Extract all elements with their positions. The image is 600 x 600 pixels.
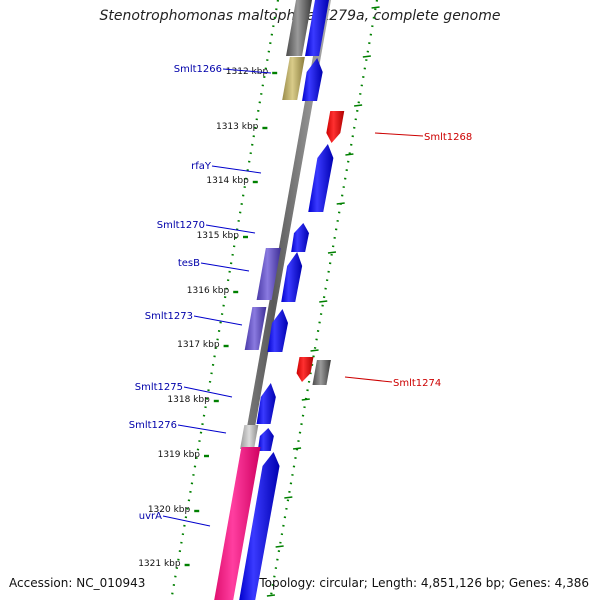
kbp-tick-label: 1313 kbp bbox=[216, 122, 259, 132]
outer-ring-minor-tick bbox=[301, 398, 310, 401]
forward-cds-arrow bbox=[302, 58, 323, 101]
gene-label: uvrA bbox=[139, 511, 162, 522]
kbp-tick-label: 1312 kbp bbox=[226, 67, 269, 77]
forward-cds-arrow bbox=[257, 428, 274, 451]
feature-track bbox=[214, 0, 345, 600]
forward-cds-arrow bbox=[256, 383, 276, 424]
gene-label: Smlt1275 bbox=[135, 382, 183, 393]
grey-feature bbox=[312, 360, 331, 385]
gene-label: Smlt1274 bbox=[393, 378, 441, 389]
outer-ring-minor-tick bbox=[345, 153, 354, 156]
outer-ring-minor-tick bbox=[310, 349, 319, 352]
kbp-tick-label: 1314 kbp bbox=[206, 176, 249, 186]
kbp-tick-label: 1321 kbp bbox=[138, 559, 181, 569]
gene-leader-line bbox=[344, 376, 393, 383]
outer-ring-minor-tick bbox=[336, 202, 345, 205]
kbp-tick-label: 1320 kbp bbox=[148, 505, 191, 515]
gene-leader-line bbox=[222, 68, 272, 74]
gene-label: Smlt1273 bbox=[145, 311, 193, 322]
kbp-tick-label: 1315 kbp bbox=[197, 231, 240, 241]
gene-label: Smlt1266 bbox=[174, 64, 222, 75]
tick-ring-dotted-lines bbox=[170, 0, 380, 600]
slate-feature bbox=[244, 307, 267, 350]
olive-feature bbox=[282, 57, 305, 100]
kbp-tick-label: 1316 kbp bbox=[187, 286, 230, 296]
kbp-tick-label: 1319 kbp bbox=[158, 450, 201, 460]
outer-ring-minor-tick bbox=[275, 545, 284, 548]
reverse-cds-arrow bbox=[326, 111, 345, 143]
outer-ring-minor-tick bbox=[362, 55, 371, 58]
outer-dotted-ring bbox=[269, 0, 379, 600]
gene-leader-line bbox=[162, 515, 211, 527]
outer-ring-minor-tick bbox=[284, 496, 293, 499]
gene-label: rfaY bbox=[191, 161, 212, 172]
outer-ring-minor-tick bbox=[327, 251, 337, 254]
rna-feature bbox=[214, 447, 261, 600]
gene-label: Smlt1270 bbox=[157, 220, 205, 231]
grey-feature bbox=[240, 425, 259, 449]
kbp-tick-label: 1317 kbp bbox=[177, 340, 220, 350]
outer-ring-minor-tick bbox=[354, 104, 363, 107]
gene-labels: Smlt1266 rfaY Smlt1270 tesB Smlt1273 Smlt1275… bbox=[129, 64, 472, 527]
kbp-ticks: 1312 kbp 1313 kbp 1314 kbp 1315 kbp 1316 kbp… bbox=[138, 67, 278, 569]
gene-leader-line bbox=[211, 165, 262, 174]
gene-label: tesB bbox=[178, 258, 200, 269]
kbp-tick-label: 1318 kbp bbox=[167, 395, 210, 405]
outer-ring-minor-tick bbox=[266, 594, 276, 597]
gene-leader-line bbox=[374, 132, 424, 137]
gene-label: Smlt1276 bbox=[129, 420, 177, 431]
forward-cds-arrow bbox=[291, 223, 309, 252]
reverse-cds-arrow bbox=[296, 357, 314, 382]
outer-ring-minor-tick bbox=[292, 447, 302, 450]
gene-leader-line bbox=[200, 262, 250, 272]
grey-feature bbox=[286, 0, 312, 56]
genome-summary-label: Topology: circular; Length: 4,851,126 bp… bbox=[259, 576, 589, 590]
slate-feature bbox=[256, 248, 281, 300]
forward-cds-arrow bbox=[239, 452, 280, 600]
gene-label: Smlt1268 bbox=[424, 132, 472, 143]
forward-cds bbox=[305, 0, 329, 56]
gene-leader-line bbox=[177, 424, 227, 434]
outer-ring-minor-tick bbox=[371, 6, 380, 9]
outer-ring-minor-tick bbox=[319, 300, 328, 303]
gene-leader-line bbox=[205, 224, 256, 234]
forward-cds-arrow bbox=[281, 252, 303, 302]
gene-leader-line bbox=[183, 386, 233, 398]
gene-leader-line bbox=[193, 315, 243, 326]
forward-cds-arrow bbox=[308, 144, 334, 212]
inner-dotted-ring bbox=[170, 0, 280, 600]
accession-label: Accession: NC_010943 bbox=[9, 576, 146, 590]
forward-cds-arrow bbox=[267, 309, 289, 352]
